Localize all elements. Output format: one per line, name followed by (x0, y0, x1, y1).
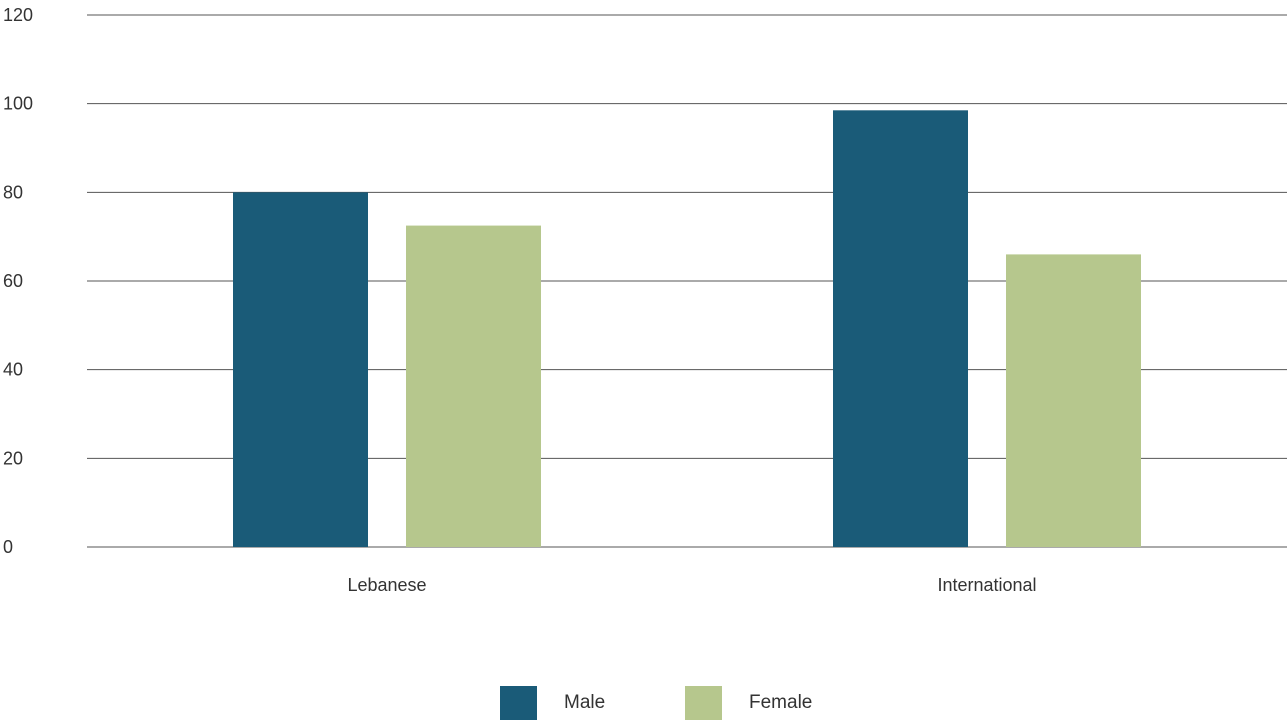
y-tick-label-120: 120 (3, 5, 33, 25)
y-tick-label-60: 60 (3, 271, 23, 291)
legend-item-male: Male (500, 686, 605, 720)
legend: Male Female (0, 686, 1287, 720)
legend-item-female: Female (685, 686, 812, 720)
bar-lebanese-female (406, 225, 541, 548)
y-tick-label-20: 20 (3, 448, 23, 468)
bar-chart: 0 20 40 60 80 100 120 Lebanese International (3, 5, 1287, 595)
legend-label-male: Male (564, 692, 606, 713)
y-tick-label-40: 40 (3, 360, 23, 380)
bars (233, 110, 1141, 548)
x-axis-category-labels: Lebanese International (347, 575, 1036, 595)
legend-swatch-male (500, 686, 537, 720)
legend-swatch-female (685, 686, 722, 720)
bar-international-male (833, 110, 968, 548)
bar-lebanese-male (233, 192, 368, 548)
bar-international-female (1006, 254, 1141, 547)
x-category-label-lebanese: Lebanese (347, 575, 426, 595)
y-tick-label-0: 0 (3, 537, 13, 557)
y-tick-label-80: 80 (3, 182, 23, 202)
x-category-label-international: International (937, 575, 1036, 595)
y-axis-tick-labels: 0 20 40 60 80 100 120 (3, 5, 33, 557)
y-tick-label-100: 100 (3, 94, 33, 114)
legend-label-female: Female (749, 692, 813, 713)
